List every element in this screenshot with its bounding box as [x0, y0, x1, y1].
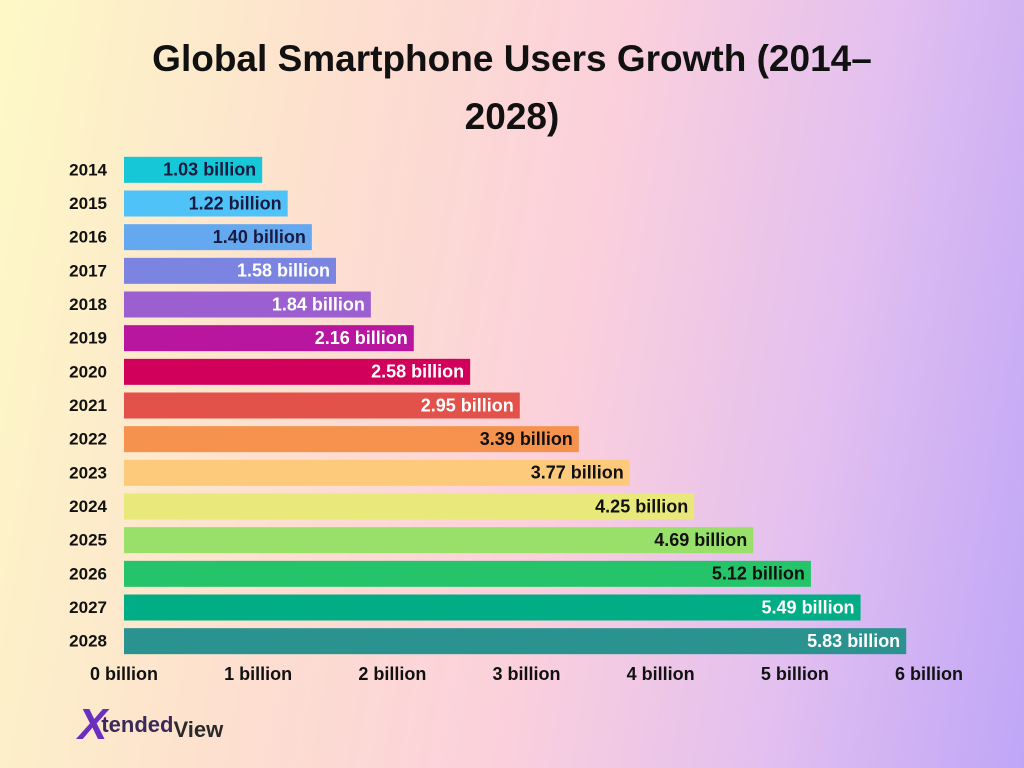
value-label: 5.49 billion [762, 597, 855, 617]
bar [124, 628, 907, 655]
x-tick-label: 0 billion [90, 664, 158, 684]
bar [124, 224, 312, 251]
bar [124, 459, 630, 486]
bar [124, 257, 336, 284]
y-tick-label: 2016 [69, 228, 107, 247]
chart-title: Global Smartphone Users Growth (2014–202… [152, 38, 872, 137]
y-tick-label: 2014 [69, 160, 107, 179]
y-tick-label: 2018 [69, 295, 107, 314]
logo-suffix: View [173, 717, 224, 743]
y-tick-label: 2020 [69, 362, 107, 381]
bar [124, 560, 811, 587]
y-tick-label: 2028 [69, 632, 107, 651]
x-tick-label: 1 billion [224, 664, 292, 684]
value-label: 1.40 billion [213, 227, 306, 247]
y-tick-label: 2021 [69, 396, 107, 415]
y-tick-label: 2023 [69, 463, 107, 482]
x-tick-label: 5 billion [761, 664, 829, 684]
bar [124, 291, 371, 318]
x-tick-label: 6 billion [895, 664, 963, 684]
bar [124, 392, 520, 419]
y-tick-label: 2025 [69, 531, 107, 550]
bar [124, 594, 861, 621]
y-tick-label: 2026 [69, 564, 107, 583]
value-label: 3.39 billion [480, 429, 573, 449]
logo-mark: X [78, 700, 108, 749]
value-label: 1.22 billion [189, 193, 282, 213]
value-label: 4.25 billion [595, 496, 688, 516]
y-tick-label: 2024 [69, 497, 107, 516]
value-label: 1.84 billion [272, 294, 365, 314]
bar [124, 190, 288, 217]
y-tick-label: 2017 [69, 261, 107, 280]
bar [124, 325, 414, 352]
x-tick-label: 4 billion [627, 664, 695, 684]
value-label: 1.58 billion [237, 261, 330, 281]
y-tick-label: 2019 [69, 329, 107, 348]
bar [124, 156, 263, 183]
bar [124, 527, 754, 554]
bar [124, 426, 579, 453]
x-tick-label: 3 billion [492, 664, 560, 684]
value-label: 3.77 billion [531, 463, 624, 483]
value-label: 2.58 billion [371, 362, 464, 382]
bar [124, 493, 695, 520]
value-label: 2.16 billion [315, 328, 408, 348]
y-tick-label: 2027 [69, 598, 107, 617]
logo-text: tended [101, 712, 174, 737]
x-tick-label: 2 billion [358, 664, 426, 684]
y-tick-label: 2015 [69, 194, 107, 213]
y-tick-label: 2022 [69, 430, 107, 449]
bar [124, 358, 471, 385]
value-label: 2.95 billion [421, 395, 514, 415]
value-label: 4.69 billion [654, 530, 747, 550]
value-label: 5.12 billion [712, 564, 805, 584]
value-label: 5.83 billion [807, 631, 900, 651]
value-label: 1.03 billion [163, 160, 256, 180]
logo: XtendedView [78, 700, 223, 750]
